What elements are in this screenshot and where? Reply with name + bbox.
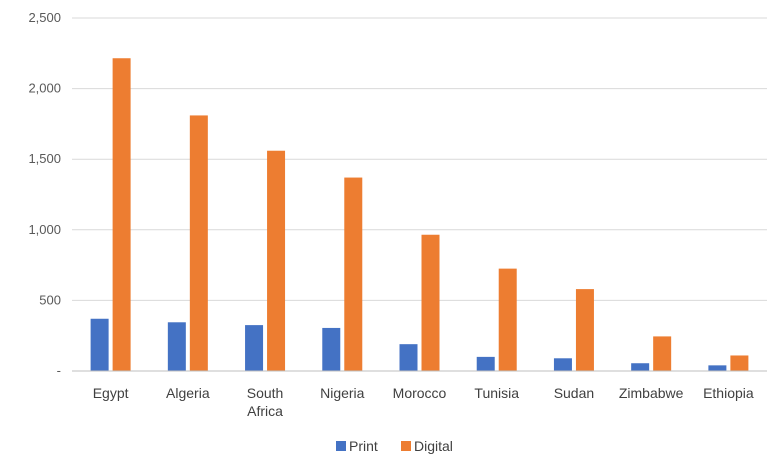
- x-tick-label: Tunisia: [474, 385, 519, 401]
- legend-label-print: Print: [349, 438, 378, 454]
- y-tick-label: -: [57, 363, 61, 378]
- x-tick-label: South Africa: [247, 385, 284, 419]
- x-tick-label: Nigeria: [320, 385, 365, 401]
- x-tick-label: Zimbabwe: [619, 385, 684, 401]
- y-tick-label: 1,000: [28, 222, 61, 237]
- bar-print: [553, 358, 572, 371]
- bar-print: [167, 322, 186, 371]
- x-tick-label: Ethiopia: [703, 385, 754, 401]
- bar-print: [476, 356, 495, 371]
- y-axis-tick-labels: - 500 1,000 1,500 2,000 2,500: [28, 10, 61, 378]
- bar-digital: [344, 177, 363, 371]
- bar-digital: [653, 336, 672, 371]
- bar-digital: [112, 58, 131, 371]
- bar-digital: [575, 289, 594, 371]
- y-tick-label: 2,500: [28, 10, 61, 25]
- bar-digital: [730, 355, 749, 371]
- bar-print: [90, 318, 109, 371]
- bar-digital: [189, 115, 208, 371]
- bar-print: [708, 365, 727, 371]
- bar-print: [245, 325, 264, 371]
- gridlines: [72, 17, 767, 301]
- bar-digital: [421, 234, 440, 371]
- x-tick-label: Algeria: [166, 385, 210, 401]
- legend: Print Digital: [336, 438, 453, 454]
- y-tick-label: 1,500: [28, 151, 61, 166]
- x-tick-label: Morocco: [393, 385, 447, 401]
- y-tick-label: 2,000: [28, 81, 61, 96]
- legend-swatch-digital: [401, 441, 411, 451]
- bar-digital: [498, 268, 517, 371]
- bar-print: [322, 327, 341, 371]
- y-tick-label: 500: [39, 292, 61, 307]
- legend-label-digital: Digital: [414, 438, 453, 454]
- bar-print: [631, 363, 650, 371]
- bar-print: [399, 344, 418, 371]
- x-axis: Egypt Algeria South Africa Nigeria Morocco Tun…: [72, 370, 767, 419]
- bars: [90, 58, 749, 371]
- x-tick-label: Sudan: [554, 385, 594, 401]
- legend-swatch-print: [336, 441, 346, 451]
- x-tick-label: Egypt: [93, 385, 129, 401]
- bar-digital: [267, 150, 286, 371]
